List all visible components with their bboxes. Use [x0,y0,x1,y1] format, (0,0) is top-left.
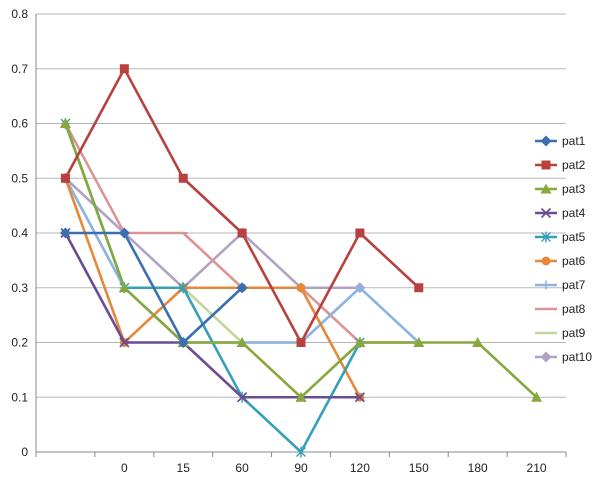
data-point-pat1 [177,337,189,348]
legend-swatch-marker [541,280,551,290]
legend-item-pat4: pat4 [535,206,586,220]
legend-swatch-marker [541,160,551,170]
data-point-pat2 [237,228,247,238]
x-tick-label: 15 [177,461,191,475]
data-point-pat3 [531,391,543,402]
legend-label: pat5 [562,230,586,244]
x-tick-label: 90 [294,461,308,475]
legend-item-pat5: pat5 [535,230,586,244]
y-tick-label: 0 [21,445,28,459]
series-line-pat9 [64,177,301,344]
legend-label: pat6 [562,254,586,268]
x-tick-label: 60 [235,461,249,475]
data-point-pat3 [59,118,71,128]
legend-label: pat1 [562,134,586,148]
axes [35,14,567,457]
legend-label: pat4 [562,206,586,220]
legend-swatch-marker [540,207,552,219]
legend-item-pat3: pat3 [535,182,586,196]
y-tick-label: 0.6 [11,117,28,131]
y-tick-label: 0.4 [11,226,28,240]
data-point-pat2 [60,173,70,183]
legend-item-pat8: pat8 [535,302,586,316]
data-point-pat5 [296,446,306,458]
legend-item-pat7: pat7 [535,278,586,292]
legend-item-pat2: pat2 [535,158,586,172]
x-tick-label: 0 [121,461,128,475]
series-pat3 [59,118,543,402]
legend-swatch-marker [540,135,552,147]
series-line-pat3 [64,123,538,399]
series-pat1 [59,227,248,348]
data-point-pat5 [178,282,189,294]
series-pat9 [60,177,306,344]
x-tick-label: 150 [409,461,429,475]
x-tick-labels: 0 15 60 90 120 150 180 210 [121,461,547,475]
legend-swatch-marker [541,231,551,243]
y-tick-label: 0.5 [11,171,28,185]
y-tick-label: 0.3 [11,281,28,295]
data-point-pat2 [119,64,129,74]
legend-swatch-marker [541,256,551,266]
data-point-pat1 [236,282,248,294]
data-point-pat7 [355,283,365,293]
data-point-pat1 [118,227,130,239]
legend-item-pat1: pat1 [535,134,586,148]
y-tick-labels: 0 0.1 0.2 0.3 0.4 0.5 0.6 0.7 0.8 [11,7,28,459]
x-tick-label: 180 [468,461,488,475]
legend: pat1 pat2 pat3 pat4 pat5 pat6 pat7 pat8 pat9 pat1… [535,134,592,364]
data-point-pat3 [413,337,425,347]
y-tick-label: 0.2 [11,336,28,350]
series-line-pat7 [64,177,420,344]
series-line-pat1 [65,231,243,344]
legend-swatch-marker [540,351,552,363]
data-point-pat4 [354,392,365,403]
data-point-pat2 [414,283,424,293]
legend-label: pat2 [562,158,586,172]
series-group [59,64,543,458]
data-point-pat2 [178,173,188,183]
data-point-pat2 [355,228,365,238]
legend-label: pat3 [562,182,586,196]
data-point-pat1 [59,227,71,239]
data-point-pat3 [236,337,248,347]
y-tick-label: 0.8 [11,7,28,21]
legend-item-pat6: pat6 [535,254,586,268]
data-point-pat3 [354,337,366,347]
x-tick-label: 210 [527,461,547,475]
legend-label: pat8 [562,302,586,316]
x-tick-label: 120 [350,461,370,475]
y-tick-label: 0.1 [11,390,28,404]
data-point-pat2 [296,338,306,347]
data-point-pat3 [295,391,307,402]
legend-swatch-marker [540,183,552,194]
y-tick-label: 0.7 [11,62,28,76]
legend-item-pat10: pat10 [535,350,592,364]
data-point-pat4 [119,337,130,348]
series-line-pat6 [64,177,362,398]
series-line-pat4 [64,232,360,399]
legend-item-pat9: pat9 [535,326,586,340]
data-point-pat4 [237,392,248,403]
series-line-pat2 [64,67,420,344]
data-point-pat3 [472,337,484,347]
data-point-pat3 [118,282,130,293]
data-point-pat6 [296,283,306,293]
legend-label: pat9 [562,326,586,340]
legend-label: pat10 [562,350,592,364]
series-pat2 [60,64,424,347]
legend-label: pat7 [562,278,586,292]
